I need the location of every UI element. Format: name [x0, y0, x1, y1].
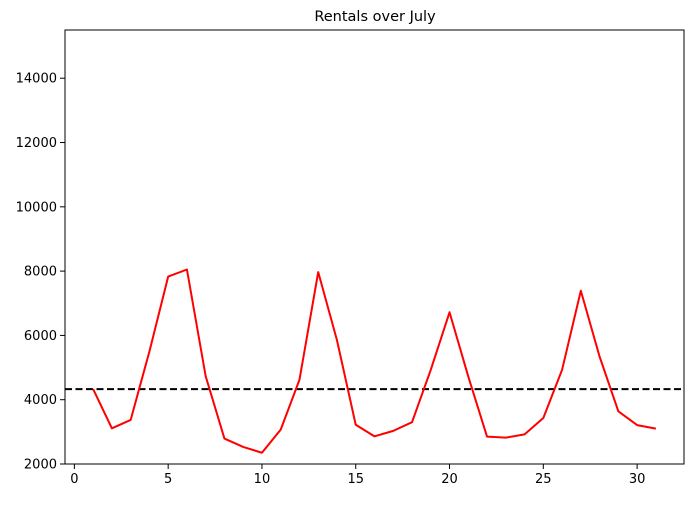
- data-point: [449, 311, 451, 313]
- data-point: [617, 410, 619, 412]
- data-point: [355, 424, 357, 426]
- plot-area: [65, 268, 684, 454]
- x-tick-label: 20: [441, 472, 458, 487]
- data-point: [392, 430, 394, 432]
- data-point: [298, 379, 300, 381]
- data-point: [430, 369, 432, 371]
- axes: 0 5 10 15 20 25 30 2000 4000 6000 8000 10000 12000 14…: [16, 29, 685, 487]
- data-point: [261, 452, 263, 454]
- x-tick-label: 0: [70, 472, 78, 487]
- y-tick-label: 12000: [16, 136, 57, 151]
- data-point: [167, 276, 169, 278]
- data-point: [599, 356, 601, 358]
- y-tick-label: 14000: [16, 72, 57, 87]
- y-tick-label: 6000: [24, 329, 57, 344]
- data-point: [542, 417, 544, 419]
- data-point: [655, 428, 657, 430]
- data-point: [580, 290, 582, 292]
- chart-title: Rentals over July: [314, 9, 436, 25]
- data-point: [223, 438, 225, 440]
- y-tick-label: 4000: [24, 393, 57, 408]
- plot-frame: [64, 29, 685, 465]
- data-point: [111, 427, 113, 429]
- data-point: [486, 436, 488, 438]
- x-tick-label: 30: [629, 472, 646, 487]
- data-point: [561, 369, 563, 371]
- y-tick-label: 2000: [24, 458, 57, 473]
- data-point: [505, 437, 507, 439]
- x-tick-label: 5: [164, 472, 172, 487]
- x-tick-label: 25: [535, 472, 552, 487]
- data-point: [186, 269, 188, 271]
- series-line-0: [92, 268, 657, 454]
- data-point: [636, 424, 638, 426]
- y-tick-label: 8000: [24, 265, 57, 280]
- x-tick-label: 15: [347, 472, 364, 487]
- data-point: [130, 419, 132, 421]
- y-tick-label: 10000: [16, 200, 57, 215]
- data-point: [374, 435, 376, 437]
- data-point: [280, 429, 282, 431]
- data-point: [524, 433, 526, 435]
- data-point: [317, 271, 319, 273]
- data-point: [205, 375, 207, 377]
- data-point: [336, 339, 338, 341]
- data-point: [148, 350, 150, 352]
- data-point: [242, 446, 244, 448]
- data-point: [92, 388, 94, 390]
- x-tick-label: 10: [254, 472, 271, 487]
- data-point: [467, 376, 469, 378]
- data-point: [411, 421, 413, 423]
